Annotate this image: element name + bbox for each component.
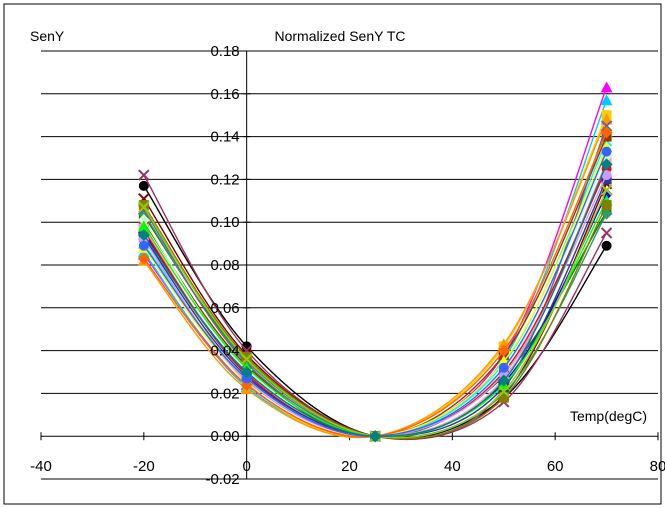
data-point-marker <box>498 362 509 373</box>
y-tick-label: 0.12 <box>210 171 239 188</box>
data-point-marker <box>138 180 149 191</box>
data-point-marker <box>600 120 613 132</box>
marker-stroke <box>600 184 613 196</box>
data-point-marker <box>498 385 510 397</box>
data-point-marker <box>600 158 613 171</box>
data-point-marker <box>138 201 150 213</box>
data-point-marker <box>497 374 510 387</box>
marker-stroke <box>138 169 150 181</box>
x-tick-label: 20 <box>341 458 358 475</box>
x-tick-label: -20 <box>133 458 155 475</box>
data-point-marker <box>137 220 150 232</box>
data-point-marker <box>600 81 613 93</box>
y-tick-label: 0.08 <box>210 257 239 274</box>
data-point-marker <box>137 214 150 227</box>
y-tick-label: 0.00 <box>210 428 239 445</box>
y-axis-label: SenY <box>30 28 65 44</box>
marker-stroke <box>138 201 150 213</box>
data-point-marker <box>600 227 613 239</box>
tick-labels: -40 -20 0 20 40 60 80 -0.02 0.00 0.02 0.04 0.06 0.08… <box>30 43 665 488</box>
marker-stroke <box>498 385 510 397</box>
x-tick-label: 40 <box>444 458 461 475</box>
x-axis-label: Temp(degC) <box>570 408 647 424</box>
data-point-marker <box>369 430 382 443</box>
y-tick-label: 0.14 <box>210 129 239 146</box>
data-point-marker <box>137 229 150 242</box>
marker-stroke <box>600 227 613 239</box>
data-point-marker <box>138 240 149 251</box>
data-point-marker <box>240 353 253 365</box>
data-point-marker <box>497 344 510 357</box>
grid-lines <box>41 50 658 480</box>
y-tick-label: 0.10 <box>210 214 239 231</box>
data-point-marker <box>600 94 613 106</box>
data-point-marker <box>137 252 150 265</box>
data-point-marker <box>240 366 253 378</box>
x-tick-label: 0 <box>242 458 250 475</box>
data-point-marker <box>138 169 150 181</box>
y-tick-label: -0.02 <box>205 471 239 488</box>
data-point-marker <box>600 184 613 196</box>
x-tick-label: 60 <box>547 458 564 475</box>
x-tick-label: -40 <box>30 458 52 475</box>
y-tick-label: 0.16 <box>210 86 239 103</box>
data-point-marker <box>601 146 612 157</box>
data-point-marker <box>241 352 252 363</box>
data-point-marker <box>601 170 612 181</box>
series-layer <box>137 81 613 443</box>
data-point-marker <box>601 240 612 251</box>
data-point-marker <box>600 126 613 139</box>
y-tick-label: 0.18 <box>210 43 239 60</box>
marker-stroke <box>240 353 253 365</box>
data-point-marker <box>241 373 252 384</box>
marker-stroke <box>600 120 613 132</box>
data-point-marker <box>498 392 509 403</box>
x-tick-label: 80 <box>650 458 665 475</box>
y-tick-label: 0.02 <box>210 385 239 402</box>
y-tick-label: 0.06 <box>210 300 239 317</box>
data-point-marker <box>601 200 612 211</box>
chart-title: Normalized SenY TC <box>275 28 406 44</box>
data-point-marker <box>138 200 149 211</box>
series-25 <box>137 158 613 443</box>
y-tick-label: 0.04 <box>210 343 239 360</box>
